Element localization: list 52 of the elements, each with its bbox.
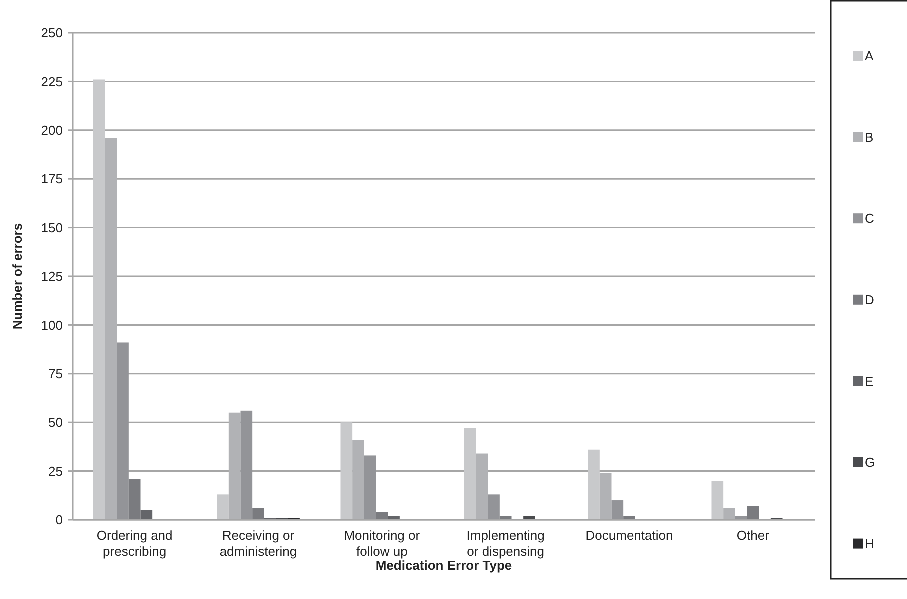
y-axis-title: Number of errors [10,223,25,330]
x-tick-label: Other [736,528,770,543]
bar [240,410,253,520]
y-tick-label: 0 [56,512,63,528]
bar [105,138,118,520]
bar [488,494,500,520]
bar [588,450,600,520]
y-tick-label: 100 [41,318,63,333]
legend-label: B [865,130,874,145]
bar [140,510,153,520]
bar [476,454,488,520]
bar [712,481,724,520]
bar [376,512,388,520]
y-tick-label: 125 [41,269,63,284]
bar [252,508,264,520]
legend-label: C [865,211,874,226]
bar [388,516,400,520]
bar [724,508,736,520]
bar [500,516,512,520]
x-tick-label: Ordering and prescribing [96,528,173,559]
legend-label: H [865,536,874,552]
bar [340,422,353,520]
bar [128,479,141,520]
y-tick-label: 50 [48,415,63,430]
y-tick-label: 200 [41,122,63,138]
bar [228,412,241,520]
y-tick-label: 225 [41,74,63,90]
bar [624,516,636,520]
x-tick-label: Monitoring or follow up [344,528,421,559]
legend-label: G [865,455,876,470]
x-tick-label: Documentation [586,528,674,543]
bar [464,428,476,520]
bar [524,516,536,520]
legend-label: E [865,374,874,389]
legend-label: D [865,292,874,308]
y-tick-label: 150 [41,220,63,236]
bar [93,80,106,520]
x-tick-label: Implementing or dispensing [466,528,545,559]
y-tick-label: 25 [48,464,63,479]
bar [600,473,612,520]
bar [364,456,376,520]
bar [352,440,364,520]
legend-label: A [865,48,874,64]
y-tick-label: 75 [48,366,63,382]
x-axis-title: Medication Error Type [376,558,512,573]
bar [612,500,624,520]
bar [747,506,760,520]
y-tick-label: 250 [41,26,63,41]
y-tick-label: 175 [41,172,63,187]
bar [217,494,229,520]
x-tick-label: Receiving or administering [220,528,298,559]
bar [117,342,129,520]
